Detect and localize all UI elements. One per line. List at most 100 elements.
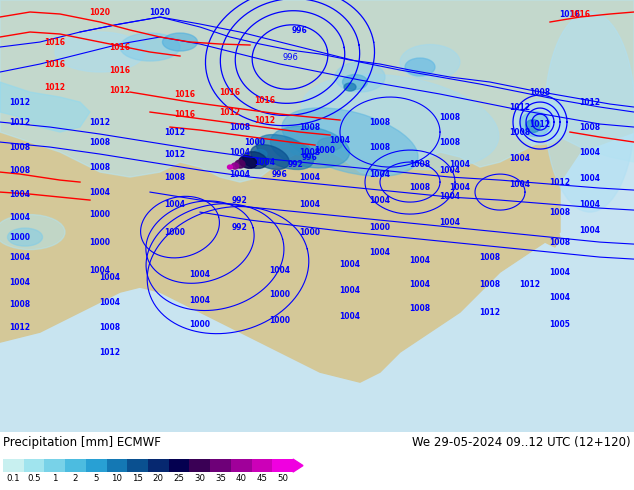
Ellipse shape <box>342 74 368 90</box>
Text: 1008: 1008 <box>479 280 501 289</box>
Text: 1004: 1004 <box>450 160 470 169</box>
Text: 992: 992 <box>232 222 248 232</box>
Text: 992: 992 <box>287 160 303 169</box>
Ellipse shape <box>162 33 198 51</box>
Text: 1008: 1008 <box>230 122 250 131</box>
Text: 1004: 1004 <box>550 293 571 302</box>
Text: 1008: 1008 <box>529 88 550 97</box>
Text: 1004: 1004 <box>439 218 460 226</box>
Ellipse shape <box>0 215 65 249</box>
Text: 5: 5 <box>93 474 99 483</box>
Ellipse shape <box>545 12 634 212</box>
Ellipse shape <box>8 228 42 246</box>
Text: 1016: 1016 <box>174 110 195 119</box>
Text: 30: 30 <box>194 474 205 483</box>
Bar <box>210 459 231 472</box>
Text: 1004: 1004 <box>370 247 391 257</box>
Text: 1012: 1012 <box>10 322 30 332</box>
Text: 1008: 1008 <box>164 172 186 182</box>
Polygon shape <box>490 57 515 87</box>
Text: 1012: 1012 <box>519 280 541 289</box>
Text: 1004: 1004 <box>89 266 110 274</box>
Text: 992: 992 <box>232 196 248 205</box>
Text: 20: 20 <box>153 474 164 483</box>
Text: 1012: 1012 <box>550 177 571 187</box>
Text: 1004: 1004 <box>100 297 120 307</box>
Bar <box>3 459 23 472</box>
Text: 1004: 1004 <box>510 153 531 163</box>
Text: 1000: 1000 <box>370 222 391 232</box>
Bar <box>190 459 210 472</box>
Text: 1004: 1004 <box>339 312 361 320</box>
Ellipse shape <box>344 83 356 91</box>
Text: 1004: 1004 <box>299 199 321 209</box>
Polygon shape <box>0 0 634 182</box>
Text: 1008: 1008 <box>579 122 600 131</box>
Text: 1004: 1004 <box>370 170 391 178</box>
Text: 1004: 1004 <box>230 170 250 178</box>
Text: 1008: 1008 <box>439 138 460 147</box>
Text: 1016: 1016 <box>44 38 65 47</box>
Ellipse shape <box>231 163 238 169</box>
Text: 1: 1 <box>52 474 58 483</box>
Polygon shape <box>300 37 345 82</box>
Ellipse shape <box>512 99 567 145</box>
Text: 0.1: 0.1 <box>6 474 20 483</box>
Bar <box>86 459 107 472</box>
Text: 1004: 1004 <box>579 173 600 183</box>
Ellipse shape <box>228 165 233 169</box>
Text: 1004: 1004 <box>100 272 120 282</box>
Ellipse shape <box>271 126 349 168</box>
Text: 1004: 1004 <box>550 268 571 277</box>
Text: 1000: 1000 <box>89 238 110 246</box>
Ellipse shape <box>55 32 145 72</box>
Ellipse shape <box>120 33 180 61</box>
Text: 1012: 1012 <box>164 127 186 137</box>
Text: 1004: 1004 <box>299 172 321 182</box>
Text: 1004: 1004 <box>579 225 600 235</box>
Text: We 29-05-2024 09..12 UTC (12+120): We 29-05-2024 09..12 UTC (12+120) <box>412 436 631 449</box>
Text: 1004: 1004 <box>339 286 361 294</box>
Text: 1012: 1012 <box>219 107 240 117</box>
Bar <box>272 459 293 472</box>
Text: 1008: 1008 <box>89 138 110 147</box>
Text: 1004: 1004 <box>330 136 351 145</box>
Text: 1000: 1000 <box>314 146 335 154</box>
Text: 996: 996 <box>282 52 298 62</box>
Text: 1004: 1004 <box>89 188 110 196</box>
Text: 1000: 1000 <box>245 138 266 147</box>
Text: 1008: 1008 <box>89 163 110 172</box>
Ellipse shape <box>235 160 245 168</box>
Bar <box>148 459 169 472</box>
Text: 1004: 1004 <box>10 278 30 287</box>
Text: 1004: 1004 <box>190 270 210 279</box>
Text: 25: 25 <box>174 474 184 483</box>
Text: 1012: 1012 <box>254 116 276 124</box>
Text: 1004: 1004 <box>510 179 531 189</box>
Text: 1012: 1012 <box>44 82 65 92</box>
Text: 1016: 1016 <box>219 88 240 97</box>
Text: 1004: 1004 <box>410 280 430 289</box>
Ellipse shape <box>290 143 310 155</box>
Text: 1012: 1012 <box>10 118 30 126</box>
Text: 1004: 1004 <box>579 199 600 209</box>
Ellipse shape <box>239 156 257 169</box>
Ellipse shape <box>335 62 385 92</box>
Text: 1008: 1008 <box>370 118 391 126</box>
Text: 45: 45 <box>256 474 268 483</box>
Text: 1008: 1008 <box>410 183 430 192</box>
Text: 996: 996 <box>302 152 318 162</box>
Bar <box>65 459 86 472</box>
Text: 1008: 1008 <box>370 143 391 151</box>
Text: 1016: 1016 <box>254 96 276 104</box>
Text: 1008: 1008 <box>10 143 30 151</box>
Bar <box>231 459 252 472</box>
Text: 1008: 1008 <box>10 299 30 309</box>
Bar <box>169 459 190 472</box>
Text: 40: 40 <box>236 474 247 483</box>
Text: 1008: 1008 <box>410 160 430 169</box>
Polygon shape <box>0 0 634 382</box>
Ellipse shape <box>520 112 550 137</box>
Text: 1004: 1004 <box>10 213 30 221</box>
Text: 1008: 1008 <box>10 166 30 174</box>
